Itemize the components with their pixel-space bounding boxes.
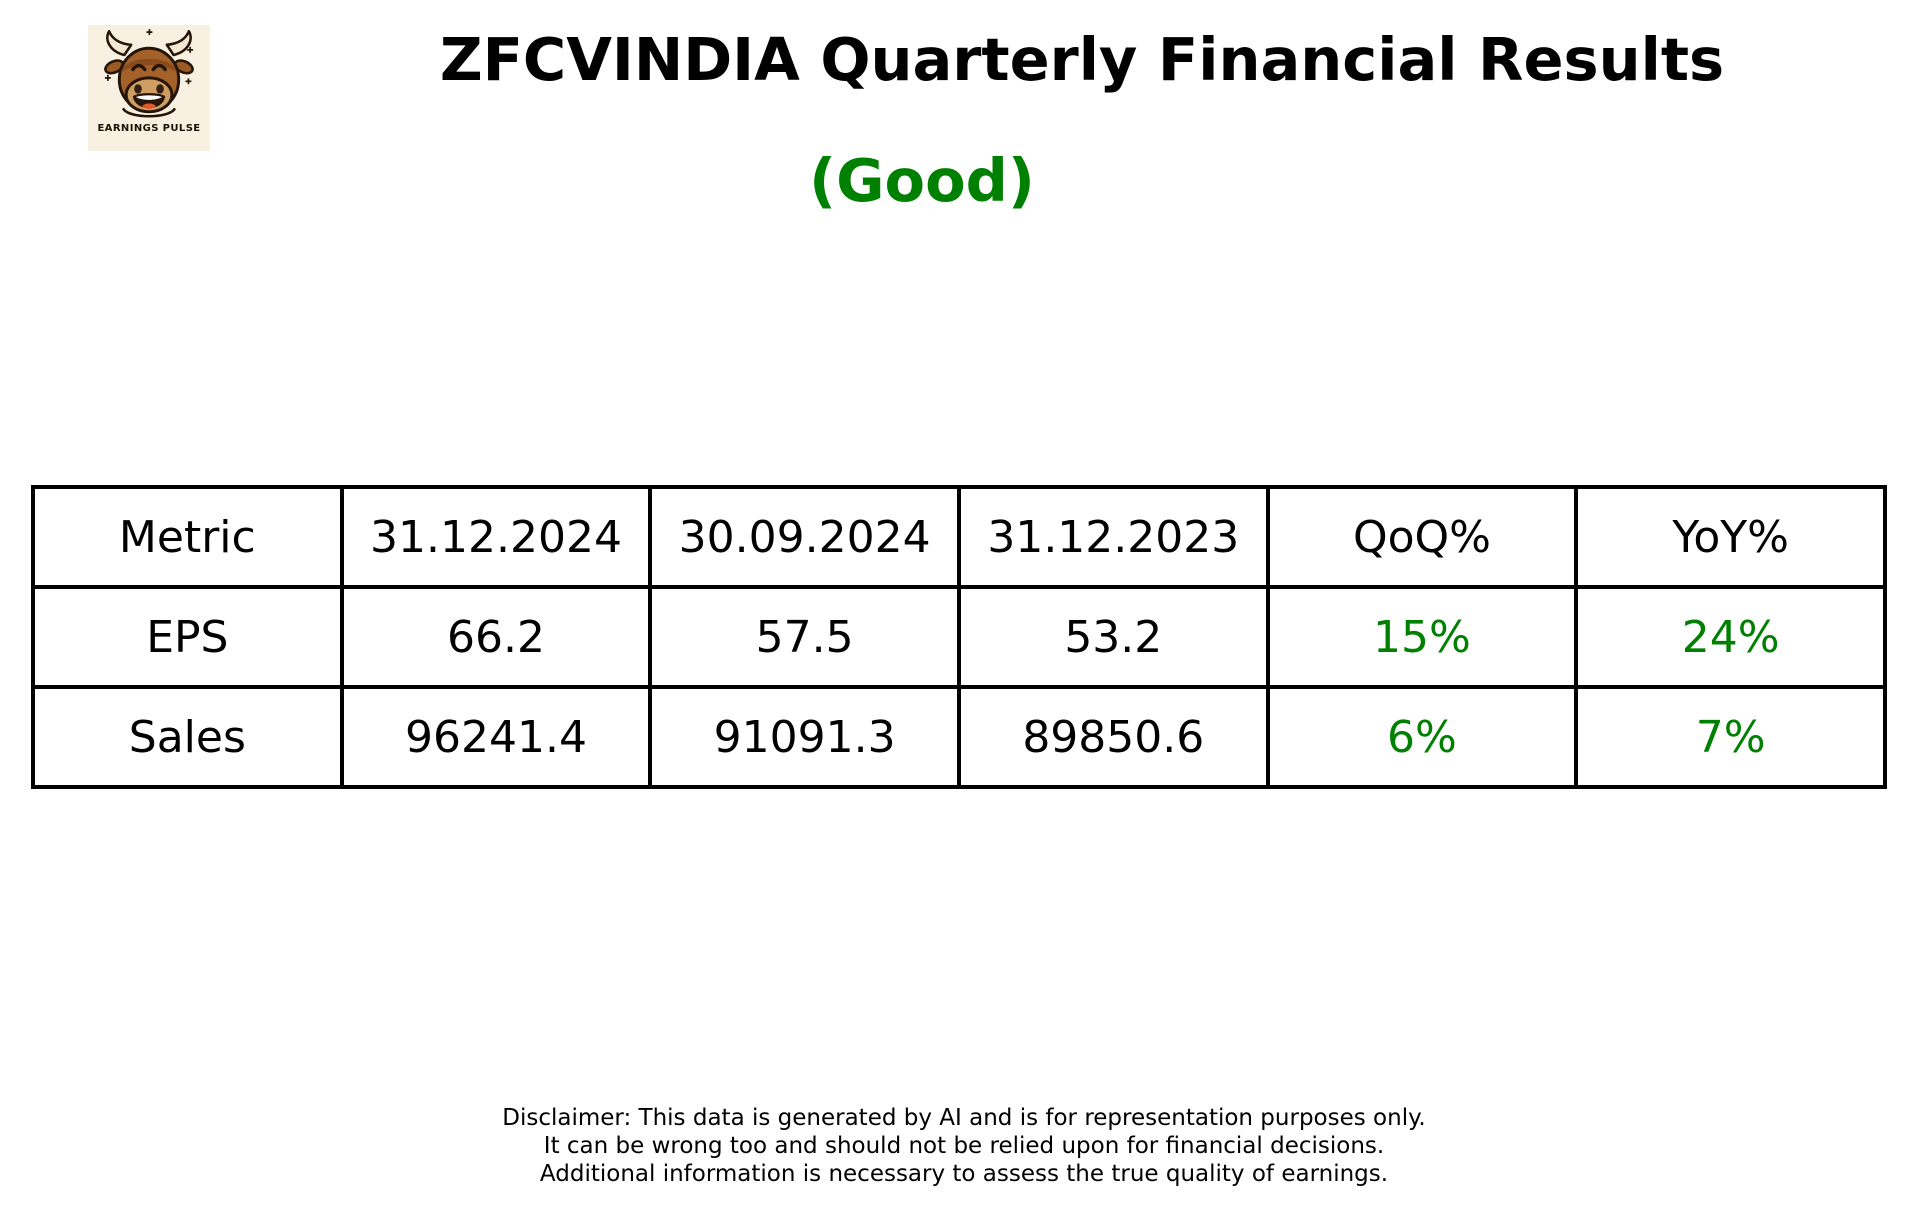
bull-icon [98, 25, 200, 122]
disclaimer-line-2: It can be wrong too and should not be re… [543, 1133, 1385, 1159]
cell-sales-metric: Sales [31, 685, 344, 789]
cell-sales-yoy: 7% [1574, 685, 1887, 789]
verdict-badge: (Good) [809, 146, 1035, 215]
cell-eps-qoq: 15% [1265, 585, 1579, 689]
header-cell-metric: Metric [31, 485, 344, 589]
page-title: ZFCVINDIA Quarterly Financial Results [439, 25, 1725, 94]
cell-eps-yearago: 53.2 [956, 585, 1270, 689]
cell-eps-metric: EPS [31, 585, 344, 689]
logo: EARNINGS PULSE [88, 25, 210, 151]
cell-sales-previous: 91091.3 [648, 685, 961, 789]
cell-eps-current: 66.2 [339, 585, 653, 689]
header-cell-yoy: YoY% [1574, 485, 1887, 589]
cell-sales-qoq: 6% [1265, 685, 1579, 789]
cell-eps-previous: 57.5 [648, 585, 961, 689]
results-table: Metric 31.12.2024 30.09.2024 31.12.2023 … [31, 485, 1887, 789]
table-row-eps: EPS 66.2 57.5 53.2 15% 24% [31, 585, 1887, 689]
header-cell-q-yearago: 31.12.2023 [956, 485, 1270, 589]
disclaimer-line-3: Additional information is necessary to a… [539, 1161, 1389, 1187]
disclaimer-line-1: Disclaimer: This data is generated by AI… [502, 1105, 1426, 1131]
header-cell-q-current: 31.12.2024 [339, 485, 653, 589]
cell-sales-current: 96241.4 [339, 685, 653, 789]
table-header-row: Metric 31.12.2024 30.09.2024 31.12.2023 … [31, 485, 1887, 589]
cell-sales-yearago: 89850.6 [956, 685, 1270, 789]
disclaimer: Disclaimer: This data is generated by AI… [502, 1104, 1425, 1188]
brand-label: EARNINGS PULSE [97, 123, 201, 134]
header-cell-qoq: QoQ% [1265, 485, 1579, 589]
header-cell-q-previous: 30.09.2024 [648, 485, 961, 589]
table-row-sales: Sales 96241.4 91091.3 89850.6 6% 7% [31, 685, 1887, 789]
cell-eps-yoy: 24% [1574, 585, 1887, 689]
